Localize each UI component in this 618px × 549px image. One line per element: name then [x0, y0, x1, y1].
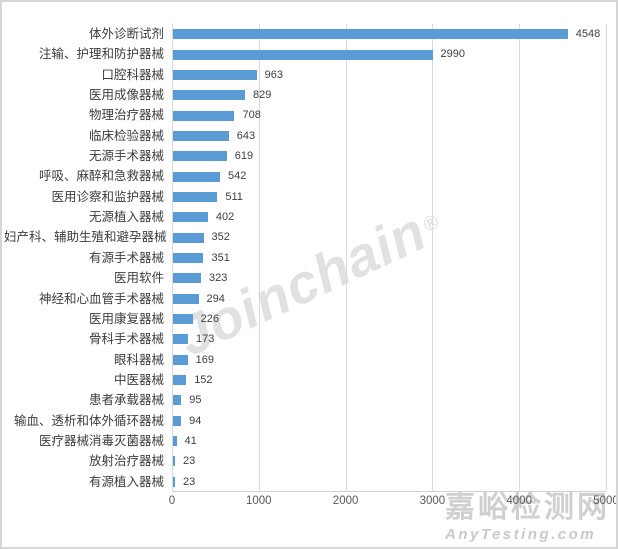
bar — [173, 212, 208, 223]
gridline — [345, 24, 347, 491]
anytesting-en-text: AnyTesting.com — [445, 526, 597, 543]
bar-value-label: 829 — [252, 89, 272, 102]
bar — [173, 110, 235, 121]
bar-value-label: 23 — [182, 455, 196, 468]
bar — [173, 334, 189, 345]
category-axis: 体外诊断试剂注输、护理和防护器械口腔科器械医用成像器械 物理治疗器械 临床检验器械无… — [4, 24, 168, 492]
bar-value-label: 41 — [184, 434, 197, 447]
x-tick-label: 3000 — [419, 495, 446, 507]
gridline — [519, 24, 521, 491]
bar — [173, 456, 175, 467]
bar-value-label: 643 — [236, 129, 256, 142]
plot-area: 4548 2990 963 829 708 643 619 542 511 402 352 351 32… — [172, 24, 607, 492]
bar — [173, 253, 204, 263]
bar — [173, 314, 193, 325]
bar-value-label: 294 — [206, 292, 225, 305]
category-label: 患者承载器械 — [88, 393, 164, 408]
bar — [173, 29, 568, 40]
category-label: 骨科手术器械 — [88, 332, 164, 347]
bar — [173, 151, 227, 162]
gridline — [606, 24, 607, 491]
category-label: 医用诊察和监护器械 — [51, 189, 164, 204]
bar — [173, 476, 175, 487]
category-label: 神经和心血管手术器械 — [38, 291, 164, 306]
bar-value-label: 173 — [196, 333, 215, 346]
gridline — [432, 24, 434, 491]
x-tick-label: 2000 — [332, 495, 359, 507]
category-label: 物理治疗器械 — [88, 108, 164, 123]
bar — [173, 273, 202, 284]
bar-value-label: 23 — [182, 475, 196, 488]
bar — [173, 395, 182, 406]
category-label: 眼科器械 — [113, 352, 164, 367]
x-tick-label: 5000 — [593, 495, 618, 507]
bar-value-label: 402 — [215, 211, 235, 224]
gridline — [258, 24, 260, 491]
bar — [173, 436, 177, 447]
category-label: 医疗器械消毒灭菌器械 — [38, 433, 164, 448]
bar-value-label: 619 — [234, 150, 254, 163]
bar-value-label: 351 — [211, 251, 230, 264]
bar-value-label: 352 — [211, 231, 230, 244]
category-label: 无源手术器械 — [88, 149, 164, 164]
category-label: 有源手术器械 — [88, 250, 164, 265]
bar-value-label: 542 — [228, 170, 247, 183]
category-label: 有源植入器械 — [88, 474, 164, 489]
bar-value-label: 708 — [242, 109, 261, 122]
bar-value-label: 4548 — [575, 28, 601, 40]
x-tick-label: 0 — [168, 495, 176, 507]
bar-value-label: 511 — [225, 190, 243, 203]
bar-value-label: 169 — [195, 353, 215, 366]
category-label: 注输、护理和防护器械 — [38, 47, 164, 62]
bar — [173, 415, 182, 426]
bar-value-label: 95 — [189, 394, 202, 407]
bar — [173, 49, 433, 60]
category-label: 无源植入器械 — [88, 210, 164, 225]
bar-value-label: 226 — [200, 312, 219, 325]
category-label: 口腔科器械 — [101, 67, 164, 82]
category-label: 医用成像器械 — [88, 88, 164, 103]
category-label: 中医器械 — [113, 372, 164, 387]
bar — [173, 90, 245, 101]
category-label: 医用康复器械 — [88, 311, 164, 326]
category-label: 输血、透析和体外循环器械 — [13, 413, 164, 428]
bar — [173, 375, 187, 386]
x-axis: 0 1000 2000 3000 4000 5000 — [2, 495, 618, 511]
bar — [173, 171, 221, 182]
x-tick-label: 1000 — [246, 495, 272, 507]
bar-value-label: 2990 — [440, 48, 466, 61]
category-label: 体外诊断试剂 — [88, 27, 164, 41]
category-label: 医用软件 — [113, 271, 164, 286]
x-tick-label: 4000 — [506, 495, 532, 507]
bar-value-label: 323 — [209, 272, 228, 285]
category-label: 呼吸、麻醉和急救器械 — [38, 169, 164, 184]
category-label: 临床检验器械 — [88, 128, 164, 143]
bar — [173, 69, 257, 80]
bar — [173, 232, 204, 243]
bar — [173, 293, 199, 304]
bar — [173, 130, 229, 141]
bar — [173, 354, 188, 365]
bar-value-label: 152 — [194, 373, 213, 386]
category-label: 放射治疗器械 — [88, 454, 164, 469]
bar — [173, 191, 218, 202]
category-label: 妇产科、辅助生殖和避孕器械 — [4, 230, 167, 245]
bar-value-label: 94 — [189, 414, 202, 427]
bar-value-label: 963 — [264, 68, 283, 81]
